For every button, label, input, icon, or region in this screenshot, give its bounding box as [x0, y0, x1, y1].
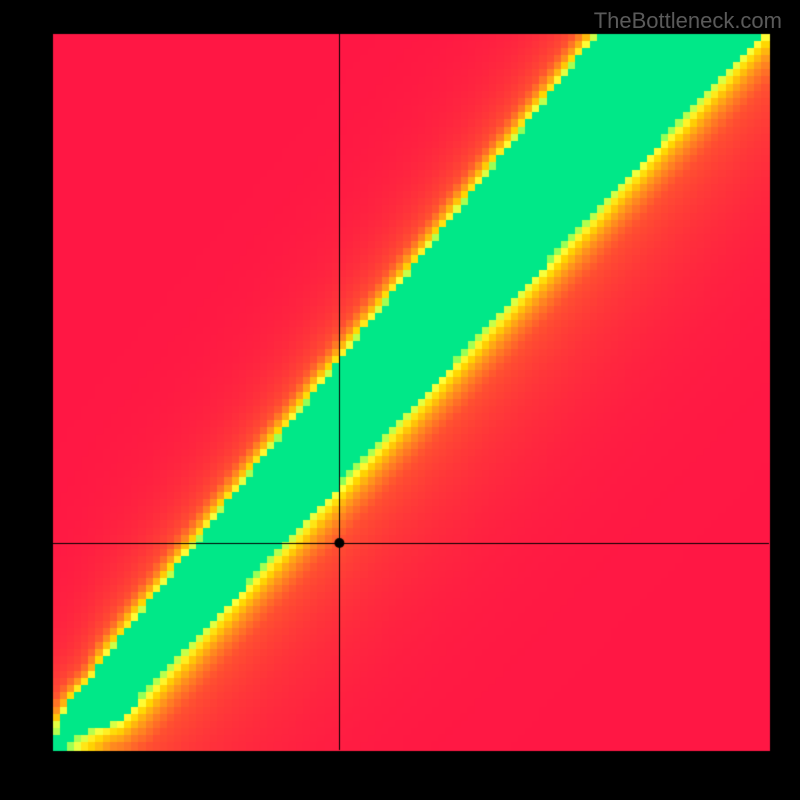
- bottleneck-heatmap: [0, 0, 800, 800]
- watermark-text: TheBottleneck.com: [594, 8, 782, 34]
- chart-container: TheBottleneck.com: [0, 0, 800, 800]
